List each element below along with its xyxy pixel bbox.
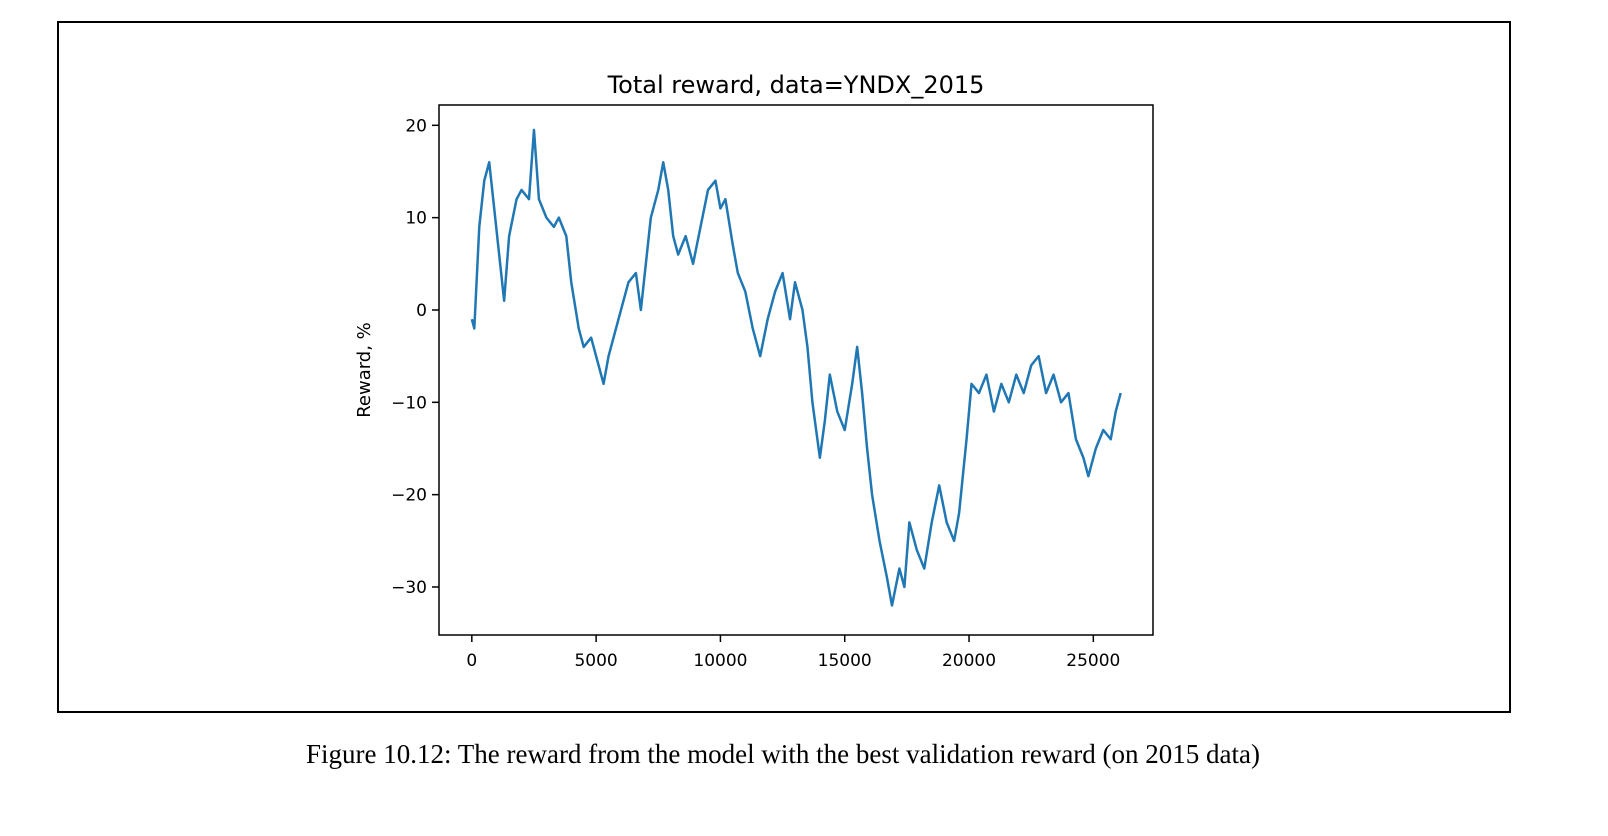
y-axis-label: Reward, % (354, 322, 375, 418)
plot-frame (438, 104, 1154, 636)
x-tick-label: 10000 (693, 651, 747, 671)
x-tick-label: 20000 (942, 651, 996, 671)
y-tick-label: −20 (391, 486, 427, 506)
figure-frame (57, 21, 1511, 713)
y-tick-label: −10 (391, 393, 427, 413)
x-tick-label: 25000 (1066, 651, 1120, 671)
y-tick-label: −30 (391, 578, 427, 598)
y-tick-label: 10 (405, 209, 427, 229)
y-tick-label: 0 (416, 301, 427, 321)
x-tick-label: 5000 (574, 651, 617, 671)
data-line (470, 128, 1122, 607)
x-tick-label: 15000 (818, 651, 872, 671)
chart-title: Total reward, data=YNDX_2015 (607, 71, 985, 99)
caption: Figure 10.12: The reward from the model … (306, 739, 1260, 769)
x-tick-label: 0 (466, 651, 477, 671)
y-tick-label: 20 (405, 116, 427, 136)
